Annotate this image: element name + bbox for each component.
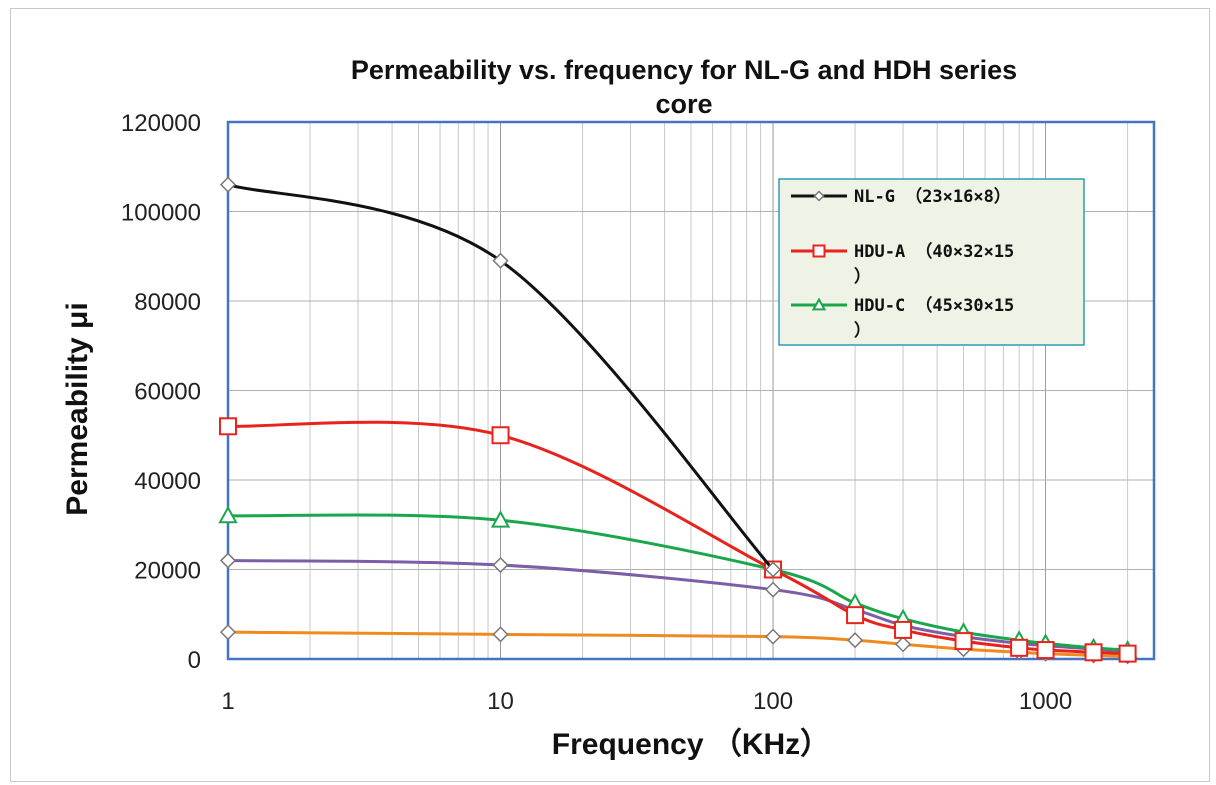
y-tick-label: 60000 [134, 379, 201, 406]
square-marker [1036, 641, 1055, 660]
diamond-marker [492, 626, 509, 643]
legend-entry: HDU-A （40×32×15 ） [791, 241, 1014, 287]
diamond-marker [764, 628, 782, 645]
y-axis-ticks: 0 20000 40000 60000 80000 100000 120000 [121, 110, 201, 674]
data-series [218, 176, 1138, 665]
diamond-marker [894, 636, 912, 653]
square-marker [954, 632, 973, 651]
square-marker [846, 606, 865, 625]
square-marker [1118, 644, 1137, 663]
x-tick-label: 1 [221, 688, 234, 715]
chart-title: Permeability vs. frequency for NL-G and … [351, 55, 1017, 119]
legend-label: HDU-C （45×30×15 [854, 295, 1014, 316]
legend-label: ） [854, 320, 871, 341]
diamond-marker [492, 556, 509, 574]
diamond-marker [847, 632, 864, 649]
square-marker [219, 417, 237, 436]
legend-entry: NL-G （23×16×8） [791, 186, 1011, 207]
permeability-chart: Permeability vs. frequency for NL-G and … [61, 55, 1156, 761]
y-tick-label: 80000 [134, 289, 201, 316]
chart-title-line-1: Permeability vs. frequency for NL-G and … [351, 55, 1017, 85]
x-tick-label: 1000 [1019, 688, 1072, 715]
series-line [227, 513, 1128, 652]
legend-label: ） [854, 266, 871, 287]
legend: NL-G （23×16×8）HDU-A （40×32×15）HDU-C （45×… [778, 178, 1085, 346]
legend-box [778, 178, 1085, 346]
square-marker [491, 426, 510, 445]
legend-label: HDU-A （40×32×15 [854, 241, 1014, 262]
chart-frame: Permeability vs. frequency for NL-G and … [10, 8, 1210, 782]
diamond-marker [219, 624, 237, 641]
chart-title-line-2: core [655, 89, 712, 119]
series-0 [219, 176, 782, 578]
diamond-marker [764, 561, 782, 578]
x-tick-label: 10 [487, 688, 514, 715]
square-marker [1010, 638, 1029, 657]
series-1 [219, 417, 1137, 663]
diamond-marker [492, 252, 509, 269]
diamond-marker [219, 176, 237, 193]
series-line [227, 420, 1128, 656]
y-tick-label: 40000 [134, 468, 201, 495]
triangle-marker [218, 505, 238, 524]
y-axis-title: Permeability μi [61, 302, 94, 515]
legend-label: NL-G （23×16×8） [854, 186, 1011, 207]
plot-area-border [226, 120, 1156, 661]
y-tick-label: 0 [188, 647, 201, 674]
series-line [227, 183, 775, 571]
diamond-marker [813, 190, 825, 202]
square-marker [1084, 643, 1103, 662]
y-tick-label: 100000 [121, 200, 201, 227]
square-marker [812, 244, 826, 258]
x-axis-title: Frequency （KHz） [552, 727, 830, 761]
diamond-marker [764, 581, 782, 598]
diamond-marker [219, 552, 237, 569]
square-marker [894, 620, 913, 639]
triangle-marker [811, 297, 827, 311]
x-tick-label: 100 [753, 688, 793, 715]
x-axis-ticks: 1 10 100 1000 [221, 688, 1072, 715]
y-tick-label: 20000 [134, 558, 201, 585]
triangle-marker [490, 510, 511, 528]
y-tick-label: 120000 [121, 110, 201, 137]
legend-entry: HDU-C （45×30×15 ） [791, 295, 1014, 341]
grid-lines [227, 121, 1154, 660]
